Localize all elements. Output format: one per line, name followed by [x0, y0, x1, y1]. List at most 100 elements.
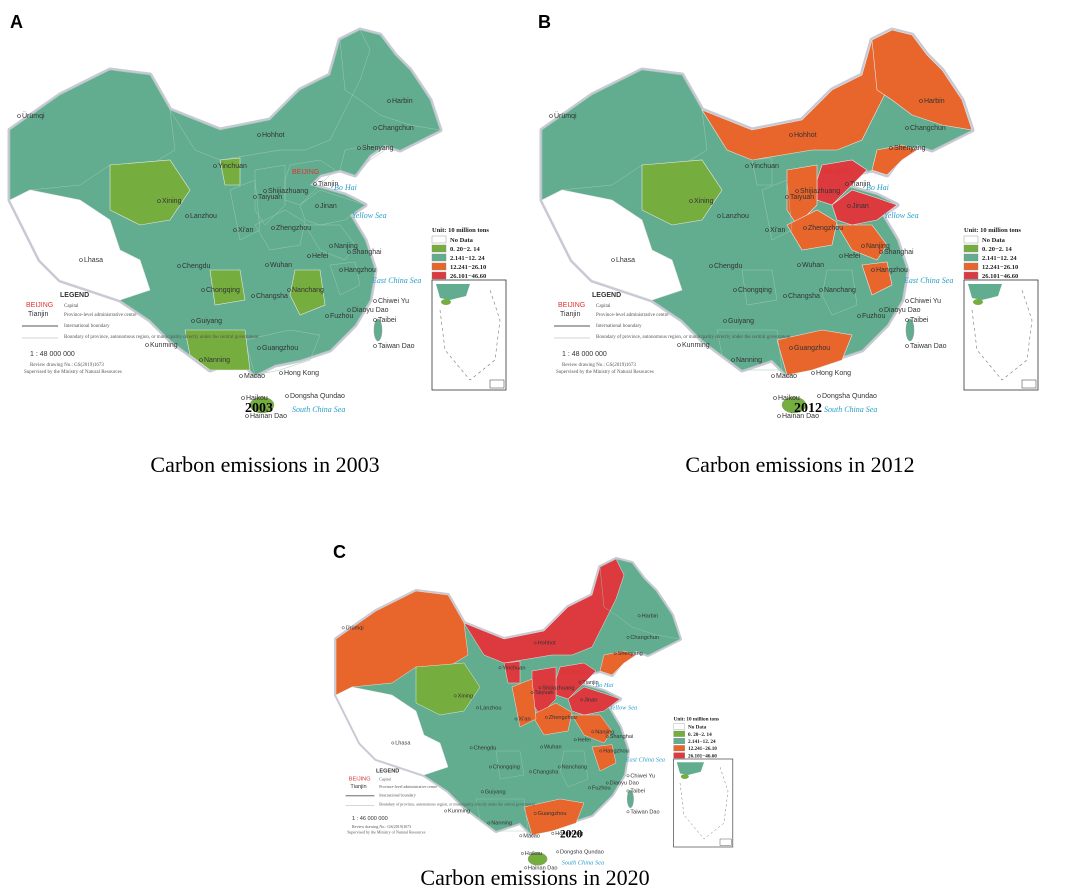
legend-unit: Unit: 10 million tons: [674, 717, 719, 723]
map-legend-title: LEGEND: [376, 769, 399, 775]
place-label: Yinchuan: [218, 163, 247, 170]
city-dot: [257, 133, 261, 137]
city-dot: [557, 765, 561, 769]
place-label: Chongqing: [206, 287, 240, 294]
city-dot: [605, 781, 609, 785]
city-dot: [717, 214, 721, 218]
map-panel: Ürümqi Harbin Changchun Shenyang Hohhot Tianj…: [7, 27, 507, 420]
place-label: Jinan: [852, 203, 869, 210]
province: [339, 29, 441, 131]
place-label: Hainan Dao: [528, 865, 558, 871]
place-label: Changsha: [788, 293, 820, 300]
place-label: Guiyang: [485, 789, 506, 795]
sea-label: South China Sea: [824, 405, 877, 414]
place-label: Taiyuan: [534, 690, 553, 696]
place-label: Taibei: [378, 317, 397, 324]
city-dot: [905, 344, 909, 348]
city-dot: [177, 264, 181, 268]
place-label: Lanzhou: [480, 705, 501, 711]
city-dot: [533, 641, 537, 645]
city-dot: [588, 786, 592, 790]
capital-label: BEIJING: [824, 169, 851, 176]
supervised: Supervised by the Ministry of Natural Re…: [556, 370, 654, 375]
place-label: Macao: [523, 833, 540, 839]
place-label: Hefei: [312, 253, 329, 260]
province: [254, 209, 306, 251]
city-dot: [783, 294, 787, 298]
place-label: Macao: [244, 373, 265, 380]
city-dot: [626, 789, 630, 793]
review-no: Review drawing No.: GS(2019)1673: [30, 363, 104, 368]
city-dot: [845, 182, 849, 186]
place-label: Yinchuan: [750, 163, 779, 170]
place-label: Shenyang: [362, 145, 394, 152]
city-dot: [373, 126, 377, 130]
legend-label: 12.241−26.10: [450, 264, 486, 271]
place-label: Xi'an: [238, 227, 253, 234]
supervised: Supervised by the Ministry of Natural Re…: [24, 370, 122, 375]
place-label: Xining: [162, 198, 182, 205]
city-dot: [785, 195, 789, 199]
panel-letter: B: [538, 12, 551, 32]
place-label: Taibei: [910, 317, 929, 324]
city-dot: [233, 228, 237, 232]
city-dot: [213, 164, 217, 168]
place-label: Dongsha Qundao: [290, 393, 345, 400]
city-dot: [488, 765, 492, 769]
place-label: Shanghai: [352, 249, 382, 256]
place-label: Kunming: [448, 809, 470, 815]
province: [339, 144, 386, 176]
city-dot: [201, 288, 205, 292]
province: [219, 157, 241, 186]
city-dot: [544, 715, 548, 719]
legend-label: 12.241−26.10: [982, 264, 1018, 271]
city-dot: [524, 866, 528, 870]
boundary-desc: Boundary of province, autonomous region,…: [596, 335, 791, 340]
year-label: 2012: [794, 401, 822, 416]
province: [599, 650, 637, 676]
city-dot: [626, 635, 630, 639]
place-label: Chongqing: [738, 287, 772, 294]
place-label: Chiwei Yu: [378, 298, 409, 305]
city-dot: [487, 821, 491, 825]
province: [861, 261, 893, 296]
city-dot: [637, 614, 641, 618]
inset-land: [968, 284, 1002, 300]
place-label: Hong Kong: [555, 831, 583, 837]
province: [741, 269, 778, 306]
city-dot: [241, 396, 245, 400]
city-dot: [578, 680, 582, 684]
capital-key: BEIJING: [558, 302, 585, 309]
city-dot: [79, 258, 83, 262]
legend-swatch: [431, 262, 447, 271]
legend-swatch: [431, 235, 447, 244]
city-dot: [263, 189, 267, 193]
place-label: Chongqing: [493, 765, 520, 771]
place-label: Taiwan Dao: [630, 809, 659, 815]
legend-swatch: [963, 253, 979, 262]
year-label: 2003: [245, 401, 273, 416]
province: [304, 224, 356, 261]
place-label: Kunming: [682, 342, 710, 349]
province: [169, 29, 371, 161]
legend-swatch: [673, 745, 685, 752]
province: [871, 29, 973, 131]
city-dot: [613, 651, 617, 655]
city-dot: [573, 738, 577, 742]
city-dot: [611, 258, 615, 262]
city-dot: [373, 344, 377, 348]
province: [184, 329, 251, 371]
city-dot: [519, 834, 523, 838]
city-dot: [251, 294, 255, 298]
place-label: Shenyang: [618, 651, 643, 657]
city-dot: [373, 318, 377, 322]
place-label: Taiyuan: [790, 194, 814, 201]
city-dot: [329, 244, 333, 248]
city-dot: [789, 346, 793, 350]
city-dot: [733, 288, 737, 292]
place-label: Kunming: [150, 342, 178, 349]
place-label: Harbin: [642, 613, 658, 619]
province: [821, 269, 858, 316]
panel-letter: C: [333, 542, 346, 562]
city-dot: [498, 666, 502, 670]
